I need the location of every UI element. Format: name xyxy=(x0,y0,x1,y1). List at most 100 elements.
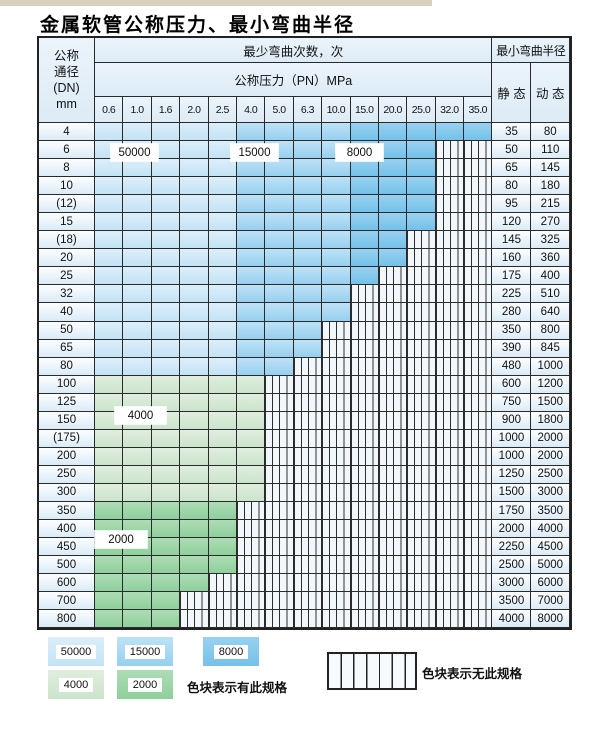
pressure-cell xyxy=(293,447,323,466)
pressure-cell xyxy=(208,610,237,629)
pressure-cell xyxy=(236,556,266,575)
static-radius-cell: 2500 xyxy=(492,556,532,575)
pressure-cell xyxy=(123,339,152,358)
pressure-cell xyxy=(378,249,408,268)
pressure-cell xyxy=(208,375,237,394)
pressure-cell xyxy=(407,592,436,611)
pressure-cell xyxy=(407,213,436,232)
pressure-cell xyxy=(123,303,152,322)
pressure-cell xyxy=(208,393,237,412)
pressure-cell xyxy=(180,556,209,575)
pressure-tick-cell: 20.0 xyxy=(378,97,408,123)
pressure-cell xyxy=(95,177,124,196)
pressure-cell xyxy=(464,177,493,196)
pressure-cell xyxy=(95,375,124,394)
pressure-tick-cell: 4.0 xyxy=(236,97,266,123)
dynamic-radius-cell: 80 xyxy=(531,123,571,142)
pressure-cell xyxy=(322,213,351,232)
pressure-cell xyxy=(265,195,294,214)
pressure-cell xyxy=(265,465,294,484)
pressure-cell xyxy=(265,375,294,394)
legend-hatch-swatch xyxy=(327,652,417,690)
pressure-cell xyxy=(265,303,294,322)
pressure-cell xyxy=(95,303,124,322)
pressure-cell xyxy=(293,357,323,376)
header-nominal-diameter: 公称 通径 (DN) mm xyxy=(39,38,95,123)
legend-swatch-label: 4000 xyxy=(58,677,94,692)
pressure-cell xyxy=(236,574,266,593)
pressure-cell xyxy=(322,501,351,521)
pressure-cell xyxy=(180,465,209,484)
dynamic-radius-cell: 215 xyxy=(531,195,571,214)
pressure-cell xyxy=(464,538,493,557)
pressure-cell xyxy=(322,123,351,142)
pressure-cell xyxy=(180,249,209,268)
header-dynamic: 动 态 xyxy=(531,63,571,123)
pressure-cell xyxy=(151,249,181,268)
dn-cell: 500 xyxy=(39,556,95,575)
pressure-cell xyxy=(265,501,294,521)
dn-cell: 8 xyxy=(39,159,95,178)
pressure-cell xyxy=(435,195,465,214)
dn-cell: 300 xyxy=(39,483,95,502)
pressure-cell xyxy=(407,411,436,430)
pressure-cell xyxy=(435,285,465,304)
pressure-cell xyxy=(350,592,379,611)
pressure-cell xyxy=(236,249,266,268)
pressure-cell xyxy=(350,483,379,502)
pressure-cell xyxy=(378,339,408,358)
dn-cell: 150 xyxy=(39,411,95,430)
pressure-cell xyxy=(407,231,436,250)
header-dn-line: mm xyxy=(56,97,77,111)
dynamic-radius-cell: 2000 xyxy=(531,429,571,448)
pressure-cell xyxy=(350,303,379,322)
pressure-cell xyxy=(265,339,294,358)
pressure-cell xyxy=(123,123,152,142)
pressure-cell xyxy=(95,429,124,448)
pressure-cell xyxy=(180,501,209,521)
static-radius-cell: 1000 xyxy=(492,447,532,466)
pressure-cell xyxy=(350,321,379,340)
pressure-cell xyxy=(407,375,436,394)
pressure-cell xyxy=(350,610,379,629)
static-radius-cell: 50 xyxy=(492,141,532,160)
pressure-cell xyxy=(464,357,493,376)
pressure-cell xyxy=(350,285,379,304)
pressure-cell xyxy=(464,321,493,340)
pressure-cell xyxy=(180,303,209,322)
pressure-cell xyxy=(293,267,323,286)
static-radius-cell: 480 xyxy=(492,357,532,376)
pressure-cell xyxy=(407,123,436,142)
dynamic-radius-cell: 4500 xyxy=(531,538,571,557)
pressure-cell xyxy=(123,556,152,575)
pressure-cell xyxy=(151,159,181,178)
pressure-cell xyxy=(350,339,379,358)
pressure-cell xyxy=(123,177,152,196)
header-dn-line: (DN) xyxy=(53,81,80,95)
pressure-cell xyxy=(464,375,493,394)
pressure-cell xyxy=(407,321,436,340)
pressure-cell xyxy=(95,159,124,178)
pressure-cell xyxy=(265,249,294,268)
pressure-cell xyxy=(464,465,493,484)
dynamic-radius-cell: 2000 xyxy=(531,447,571,466)
pressure-cell xyxy=(180,375,209,394)
pressure-cell xyxy=(378,159,408,178)
pressure-cell xyxy=(293,285,323,304)
pressure-cell xyxy=(407,357,436,376)
pressure-cell xyxy=(208,231,237,250)
pressure-cell xyxy=(265,177,294,196)
pressure-cell xyxy=(435,339,465,358)
legend-swatch-label: 8000 xyxy=(213,644,249,659)
pressure-cell xyxy=(95,610,124,629)
pressure-cell xyxy=(464,231,493,250)
pressure-cell xyxy=(95,123,124,142)
pressure-cell xyxy=(350,177,379,196)
dynamic-radius-cell: 180 xyxy=(531,177,571,196)
pressure-cell xyxy=(293,393,323,412)
pressure-cell xyxy=(407,159,436,178)
pressure-cell xyxy=(407,465,436,484)
pressure-tick-cell: 0.6 xyxy=(95,97,124,123)
pressure-cell xyxy=(350,465,379,484)
